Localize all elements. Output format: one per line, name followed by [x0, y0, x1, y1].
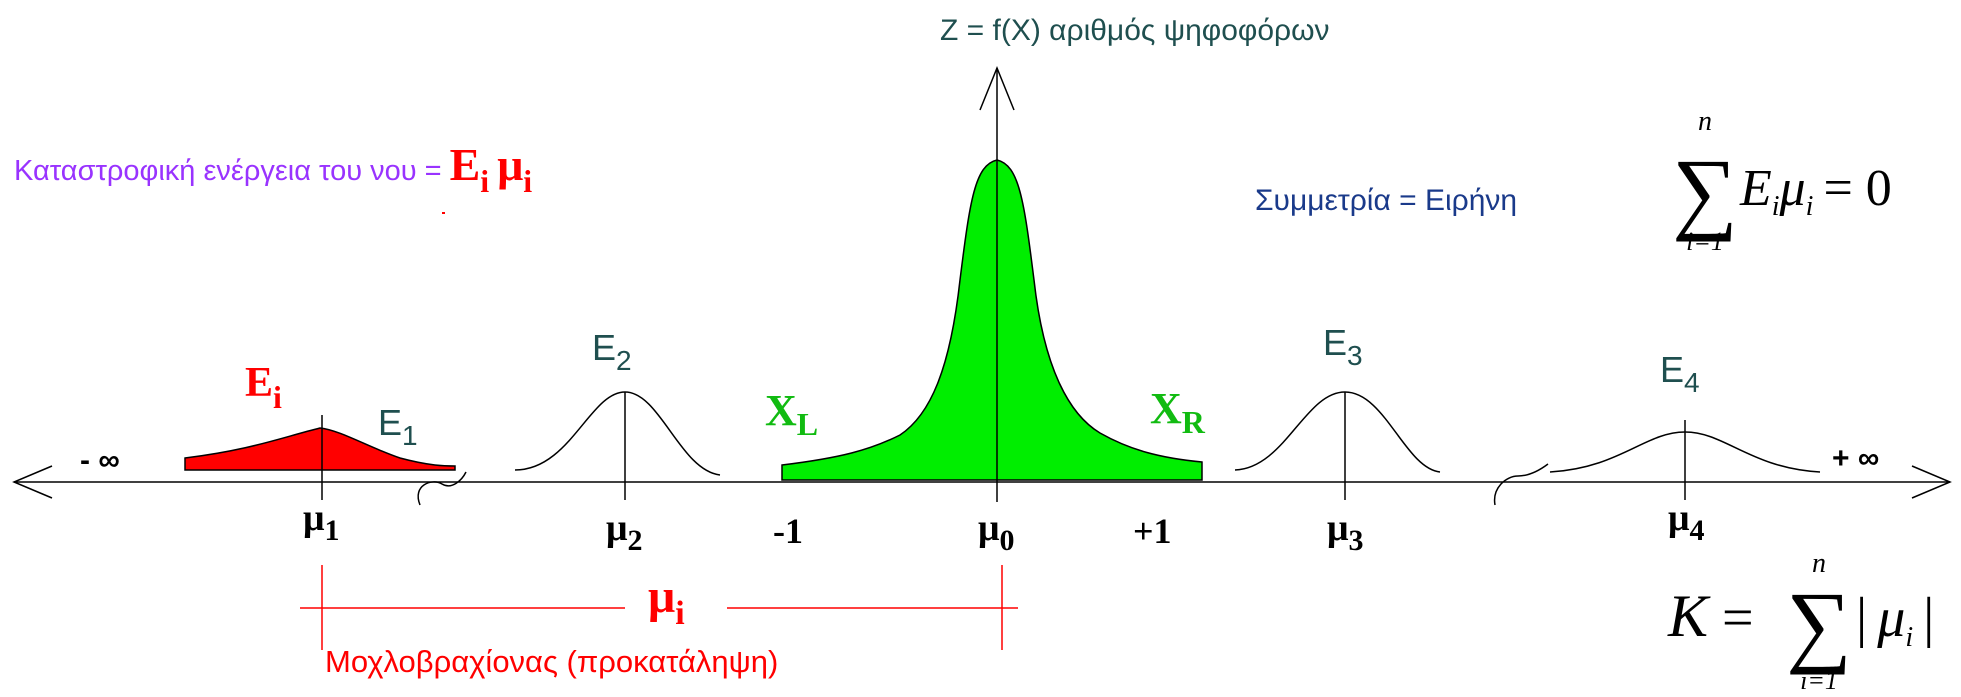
curve-e3 — [1234, 391, 1441, 473]
symmetry-label: Συμμετρία = Ειρήνη — [1255, 184, 1517, 217]
x-axis-left-arrowhead — [12, 465, 53, 499]
minus-one-label: -1 — [773, 511, 803, 551]
tick-label-mu2: μ2 — [606, 507, 643, 557]
label-xl: XL — [765, 386, 818, 442]
green-curve-fill — [781, 159, 1203, 481]
tick-label-mu4: μ4 — [1668, 497, 1705, 547]
k-formula-abs: | μi | — [1856, 587, 1934, 653]
k-formula-eq: = — [1722, 587, 1754, 649]
symmetry-sum-sign: ∑ — [1672, 140, 1738, 242]
label-e2: E2 — [592, 327, 632, 376]
plus-one-label: +1 — [1133, 511, 1172, 551]
red-curve-fill — [184, 427, 456, 471]
z-axis-arrowhead — [979, 66, 1015, 111]
neg-infinity-label: - ∞ — [80, 444, 120, 477]
z-axis-title: Z = f(X) αριθμός ψηφοφόρων — [940, 14, 1330, 47]
tick-label-mu3: μ3 — [1327, 507, 1364, 557]
label-e3: E3 — [1323, 322, 1363, 371]
k-sum-top: n — [1812, 548, 1826, 579]
lever-mu-label: μi — [648, 570, 685, 632]
tick-label-mu0: μ0 — [978, 507, 1015, 557]
pos-infinity-label: + ∞ — [1832, 442, 1879, 475]
k-formula-k: K — [1667, 583, 1711, 649]
red-dot — [442, 212, 445, 214]
energy-label: Καταστροφική ενέργεια του νου = Ei μi — [14, 139, 532, 199]
symmetry-sum-bottom: i=1 — [1686, 227, 1724, 256]
label-e1: E1 — [378, 402, 418, 451]
symmetry-formula: Eiμi = 0 — [1739, 160, 1892, 222]
symmetry-sum-top: n — [1698, 106, 1712, 137]
label-e4: E4 — [1660, 349, 1700, 398]
label-xr: XR — [1150, 384, 1206, 440]
lever-caption: Μοχλοβραχίονας (προκατάληψη) — [325, 644, 778, 679]
curve-e2 — [514, 391, 721, 476]
axis-break-squiggle — [1493, 463, 1549, 506]
tail-squiggle-left — [417, 471, 467, 506]
k-sum-bottom: i=1 — [1800, 666, 1838, 695]
x-axis-right-arrowhead — [1911, 465, 1952, 499]
k-sum-sign: ∑ — [1786, 573, 1852, 675]
label-ei: Ei — [245, 360, 282, 415]
tick-label-mu1: μ1 — [303, 497, 340, 547]
